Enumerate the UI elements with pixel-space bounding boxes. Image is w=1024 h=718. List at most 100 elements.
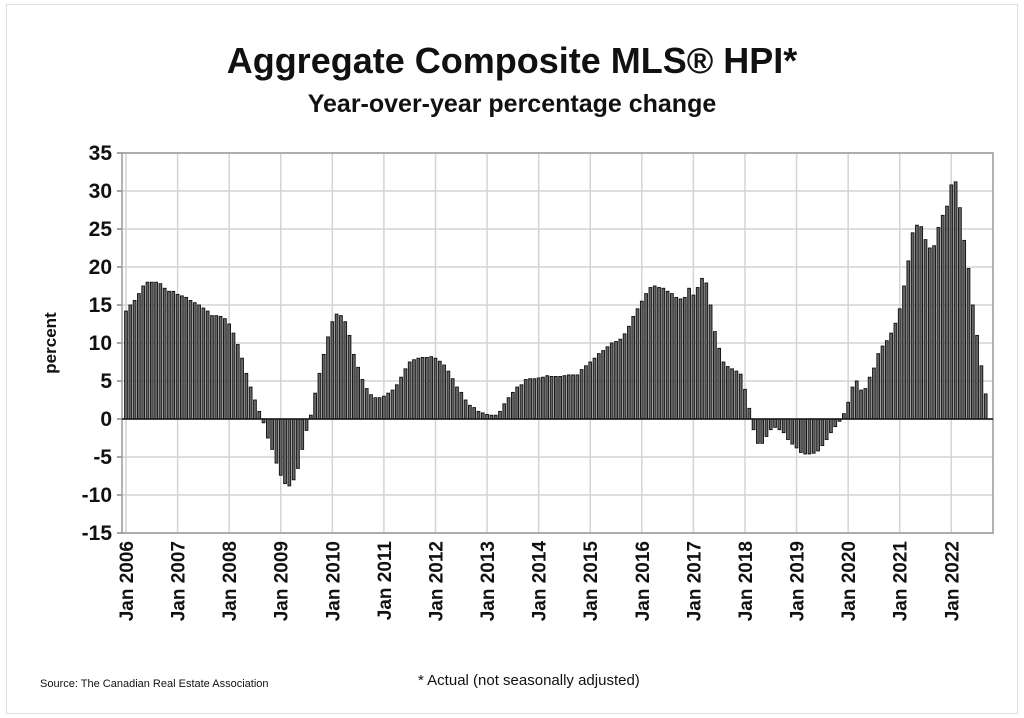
bar <box>936 227 941 420</box>
bar <box>455 386 459 420</box>
bar <box>794 418 799 449</box>
bar <box>562 375 567 420</box>
bar <box>601 350 605 420</box>
bar <box>450 378 455 420</box>
y-tick-label: -5 <box>93 446 112 469</box>
y-tick-label: 10 <box>89 332 112 355</box>
y-tick-label: 30 <box>89 180 112 203</box>
bar <box>541 376 545 420</box>
bar <box>700 277 704 420</box>
bar <box>330 321 335 420</box>
bar <box>910 232 915 420</box>
bar <box>218 315 223 420</box>
bar <box>184 296 189 420</box>
bar <box>596 353 601 420</box>
bar <box>360 379 365 420</box>
bar <box>708 304 713 420</box>
bar <box>884 340 889 420</box>
bar <box>970 304 975 420</box>
x-tick-label: Jan 2022 <box>942 541 963 621</box>
bar <box>738 373 743 420</box>
bar <box>949 184 954 420</box>
x-tick-label: Jan 2013 <box>478 541 499 621</box>
bar <box>446 370 451 420</box>
bar <box>278 418 283 476</box>
bar <box>235 344 240 420</box>
bar <box>558 375 562 420</box>
bar <box>545 375 550 420</box>
bar <box>979 365 984 420</box>
y-tick-label: 25 <box>89 218 113 241</box>
bar <box>721 361 726 420</box>
y-tick-label: 5 <box>100 370 112 393</box>
bar <box>313 392 317 420</box>
bar <box>373 397 378 420</box>
bar <box>644 293 648 420</box>
x-tick-label: Jan 2009 <box>272 541 293 621</box>
bar <box>588 361 593 420</box>
bar <box>923 239 928 420</box>
bar <box>498 410 502 420</box>
bar <box>893 322 898 420</box>
bar <box>863 388 868 420</box>
bar <box>670 293 674 420</box>
bar <box>399 376 403 420</box>
x-tick-label: Jan 2015 <box>581 541 602 622</box>
footnote: * Actual (not seasonally adjusted) <box>418 672 640 689</box>
x-tick-label: Jan 2020 <box>839 541 860 621</box>
bar <box>124 310 128 420</box>
bar <box>425 356 429 420</box>
bar <box>768 418 773 431</box>
bar <box>167 290 171 420</box>
bar <box>296 418 300 469</box>
bar <box>463 399 468 420</box>
bar <box>210 315 214 420</box>
bar <box>334 313 339 420</box>
bar <box>480 412 485 420</box>
bar <box>407 361 412 420</box>
bar <box>816 418 820 452</box>
bar <box>902 285 906 420</box>
bar <box>515 386 520 420</box>
bar <box>270 418 274 450</box>
bar <box>897 308 902 420</box>
bar <box>584 365 588 420</box>
bar <box>476 410 481 420</box>
bar <box>223 318 227 420</box>
y-tick-label: -15 <box>82 522 113 545</box>
bar <box>317 372 322 420</box>
bar <box>566 374 571 420</box>
bar <box>609 342 614 420</box>
bar <box>390 389 395 420</box>
bar <box>876 353 881 420</box>
bar <box>635 308 640 420</box>
bar <box>687 287 691 420</box>
chart-title: Aggregate Composite MLS® HPI* <box>226 40 798 81</box>
bar <box>162 287 167 420</box>
x-tick-label: Jan 2007 <box>169 541 190 621</box>
bar <box>880 345 885 420</box>
bar <box>945 205 949 420</box>
bar <box>244 372 249 420</box>
bar <box>695 287 700 420</box>
bar <box>627 325 631 420</box>
bar <box>674 296 679 420</box>
bar <box>811 418 816 454</box>
bar <box>906 260 911 420</box>
y-axis-label: percent <box>41 312 60 374</box>
bar <box>691 294 696 420</box>
bar <box>966 268 971 420</box>
y-tick-label: 35 <box>89 142 113 165</box>
bar <box>347 334 352 420</box>
bar <box>713 331 717 420</box>
bar <box>790 418 795 445</box>
bar <box>128 304 133 420</box>
bar <box>639 300 644 420</box>
bar <box>364 388 369 420</box>
bar <box>420 356 425 420</box>
bar <box>803 418 808 455</box>
bar <box>682 296 687 420</box>
bar <box>412 359 416 420</box>
y-tick-label: -10 <box>82 484 112 507</box>
